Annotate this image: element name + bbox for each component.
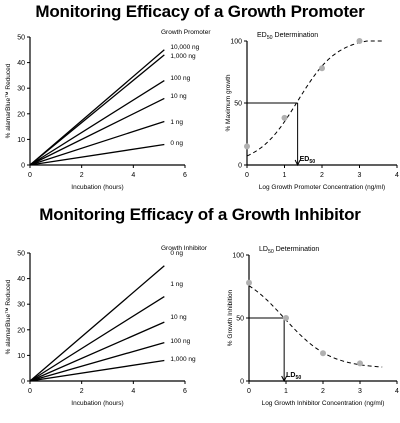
inhibitor-ld50-data-point (320, 350, 326, 357)
promoter-kinetics-series-line (29, 97, 165, 166)
promoter-ed50-data-point (356, 38, 363, 44)
inhibitor-kinetics-x-tick-label: 2 (80, 388, 84, 395)
inhibitor-ld50-guide-arrowhead (281, 375, 288, 383)
promoter-ed50-y-tick-label: 0 (238, 163, 242, 170)
inhibitor-kinetics-y-tick-label: 40 (17, 276, 25, 283)
promoter-kinetics-series-label: 1,000 ng (170, 53, 196, 60)
promoter-ed50-fit-curve (246, 40, 382, 157)
promoter-ed50-data-point (281, 114, 288, 121)
promoter-kinetics-y-tick-label: 20 (17, 111, 25, 118)
promoter-ed50-x-tick-label: 0 (245, 172, 249, 179)
inhibitor-kinetics-y-axis-label: % alamarBlue™ Reduced (5, 279, 12, 354)
inhibitor-kinetics-y-tick-label: 30 (17, 302, 25, 309)
inhibitor-ld50-fit-curve (248, 285, 383, 368)
inhibitor-kinetics-y-tick-label: 10 (17, 353, 25, 360)
inhibitor-ld50-x-tick-label: 1 (284, 388, 288, 395)
promoter-ed50-x-tick-label: 1 (283, 172, 287, 179)
inhibitor-ld50-y-tick-label: 100 (232, 253, 244, 260)
promoter-kinetics-x-tick-label: 4 (131, 172, 135, 179)
promoter-kinetics-series-label: 10,000 ng (170, 44, 199, 51)
promoter-kinetics-series-label: 100 ng (170, 75, 190, 82)
promoter-kinetics-series-label: 1 ng (170, 119, 183, 126)
promoter-kinetics-x-tick-label: 2 (80, 172, 84, 179)
promoter-section-title: Monitoring Efficacy of a Growth Promoter (35, 2, 365, 21)
inhibitor-kinetics-x-tick-label: 6 (183, 388, 187, 395)
promoter-ed50-y-tick-label: 50 (234, 101, 242, 108)
inhibitor-kinetics-x-axis-label: Incubation (hours) (71, 400, 123, 407)
inhibitor-kinetics-legend-title: Growth Inhibitor (161, 245, 208, 252)
promoter-kinetics-y-tick-label: 50 (17, 35, 25, 42)
promoter-ed50-x-axis-label: Log Growth Promoter Concentration (ng/ml… (259, 184, 385, 191)
inhibitor-ld50-x-tick-label: 0 (247, 388, 251, 395)
promoter-kinetics-y-tick-label: 0 (21, 163, 25, 170)
inhibitor-kinetics-y-tick-label: 50 (17, 251, 25, 258)
inhibitor-kinetics-x-tick-label: 0 (28, 388, 32, 395)
inhibitor-ld50-y-axis-label: % Growth Inhibition (227, 289, 234, 346)
promoter-kinetics-series-line (29, 54, 165, 166)
inhibitor-ld50-x-axis-label: Log Growth Inhibitor Concentration (ng/m… (262, 400, 385, 407)
promoter-kinetics-series-label: 10 ng (170, 93, 187, 100)
inhibitor-ld50-marker-label: LD50 (286, 372, 301, 381)
promoter-kinetics-series-label: 0 ng (170, 140, 183, 147)
promoter-ed50-marker-label: ED50 (300, 156, 316, 165)
inhibitor-kinetics-series-label: 1,000 ng (170, 356, 196, 363)
inhibitor-ld50-x-tick-label: 3 (358, 388, 362, 395)
inhibitor-kinetics-series-line (29, 265, 165, 382)
inhibitor-section-title: Monitoring Efficacy of a Growth Inhibito… (39, 205, 361, 224)
promoter-ed50-data-point (319, 65, 325, 72)
inhibitor-kinetics-y-tick-label: 20 (17, 327, 25, 334)
promoter-kinetics-legend-title: Growth Promoter (161, 29, 211, 36)
promoter-ed50-y-tick-label: 100 (230, 39, 242, 46)
promoter-kinetics-series-line (29, 120, 165, 166)
inhibitor-kinetics-series-label: 0 ng (170, 250, 183, 257)
promoter-kinetics-series-line (29, 49, 165, 166)
inhibitor-kinetics-y-tick-label: 0 (21, 379, 25, 386)
inhibitor-kinetics-series-label: 1 ng (170, 281, 183, 288)
promoter-kinetics-x-tick-label: 0 (28, 172, 32, 179)
promoter-ed50-x-tick-label: 2 (320, 172, 324, 179)
promoter-kinetics-y-tick-label: 10 (17, 137, 25, 144)
inhibitor-kinetics-series-label: 100 ng (170, 338, 190, 345)
promoter-kinetics-y-tick-label: 30 (17, 86, 25, 93)
inhibitor-kinetics-series-line (29, 295, 165, 382)
inhibitor-kinetics-series-line (29, 341, 165, 382)
inhibitor-ld50-data-point (283, 315, 289, 321)
inhibitor-kinetics-series-line (29, 359, 165, 382)
promoter-ed50-data-point (244, 143, 250, 150)
promoter-kinetics-x-axis-label: Incubation (hours) (71, 184, 123, 191)
promoter-ed50-x-tick-label: 4 (395, 172, 399, 179)
promoter-ed50-guide-arrowhead (294, 159, 301, 167)
inhibitor-ld50-y-tick-label: 0 (240, 379, 244, 386)
inhibitor-kinetics-x-tick-label: 4 (131, 388, 135, 395)
promoter-ed50-title: ED50 Determination (257, 32, 318, 41)
inhibitor-kinetics-series-label: 10 ng (170, 314, 187, 321)
promoter-kinetics-series-line (29, 143, 165, 166)
promoter-ed50-x-tick-label: 3 (358, 172, 362, 179)
promoter-kinetics-y-tick-label: 40 (17, 60, 25, 67)
inhibitor-ld50-data-point (246, 279, 252, 286)
inhibitor-ld50-title: LD50 Determination (259, 246, 319, 255)
promoter-kinetics-series-line (29, 79, 165, 166)
inhibitor-ld50-data-point (357, 360, 363, 367)
inhibitor-ld50-y-tick-label: 50 (236, 316, 244, 323)
promoter-ed50-y-axis-label: % Maximum growth (225, 74, 232, 131)
inhibitor-ld50-x-tick-label: 2 (321, 388, 325, 395)
promoter-kinetics-y-axis-label: % alamarBlue™ Reduced (5, 63, 12, 138)
inhibitor-ld50-x-tick-label: 4 (395, 388, 399, 395)
promoter-kinetics-x-tick-label: 6 (183, 172, 187, 179)
inhibitor-kinetics-series-line (29, 321, 165, 382)
